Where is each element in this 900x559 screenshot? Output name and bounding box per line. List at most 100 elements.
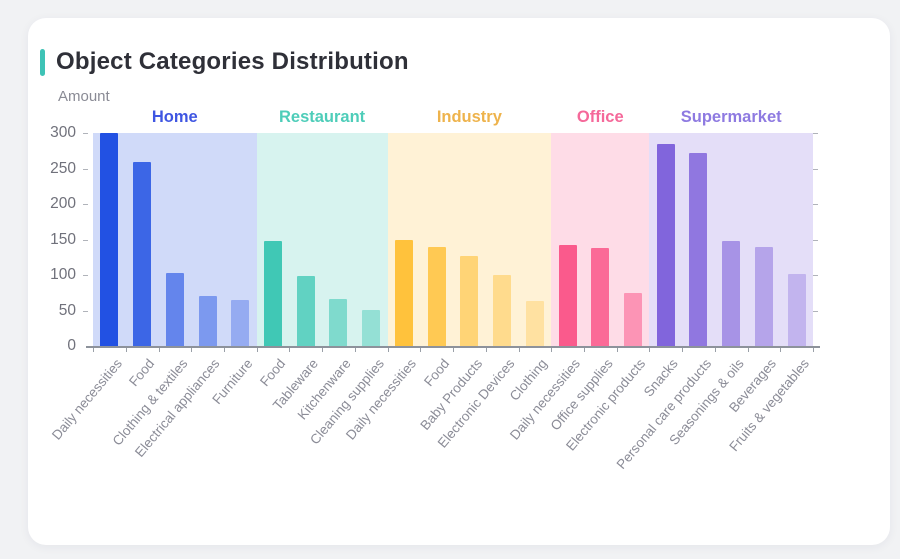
x-axis-line [86,346,820,348]
y-axis-title: Amount [58,88,110,105]
y-tick-mark-left [83,168,88,170]
category-label: Food [420,356,453,390]
bar[interactable] [296,276,315,346]
category-label: Food [257,356,289,390]
bar-slot [453,133,486,346]
x-tick-mark [518,348,520,352]
bar-slot [518,133,551,346]
bar-slot [224,133,257,346]
x-axis-labels: Daily necessities Food Clothing & textiles… [49,356,818,526]
x-tick-mark [125,348,127,352]
bar-slot [322,133,355,346]
y-tick-label: 150 [50,230,76,248]
bar-slot [191,133,224,346]
bar[interactable] [787,273,806,346]
bar[interactable] [460,255,479,346]
group-background-band [551,133,650,346]
x-tick-mark [616,348,618,352]
group-background-band [387,133,552,346]
bar-slot [158,133,191,346]
x-tick-mark [289,348,291,352]
bar-slot [715,133,748,346]
bar[interactable] [591,248,610,346]
page-title: Object Categories Distribution [56,48,409,75]
x-tick-mark [256,348,258,352]
bar-slot [584,133,617,346]
bar-slot [780,133,813,346]
bar-slot [420,133,453,346]
y-tick-mark-right [813,133,818,134]
bar[interactable] [198,296,217,346]
group-label: Restaurant [278,108,366,126]
x-tick-mark [682,348,684,352]
x-tick-mark [780,348,782,352]
category-group-industry: Industry [387,106,552,346]
bar-slot [551,133,584,346]
group-label: Office [576,108,624,126]
bar[interactable] [656,143,675,346]
chart-groups: Home Restaurant Industry Office Supermarket [93,106,814,346]
x-tick-mark [813,348,814,352]
bar[interactable] [329,299,348,346]
bar-slot [289,133,322,346]
category-label: Food [126,356,158,390]
bar[interactable] [722,240,741,346]
bar-slot [649,133,682,346]
x-tick-mark [158,348,160,352]
bar[interactable] [394,239,413,346]
x-tick-mark [714,348,716,352]
bar-slot [682,133,715,346]
bar[interactable] [624,292,643,346]
group-label: Industry [436,108,502,126]
bar-slot [126,133,159,346]
category-label: Daily necessities [48,356,125,443]
bar[interactable] [231,299,250,346]
bar[interactable] [558,245,577,346]
x-tick-mark [387,348,389,352]
x-tick-mark [583,348,585,352]
title-row: Object Categories Distribution [40,48,409,76]
group-label: Supermarket [680,108,782,126]
category-group-supermarket: Supermarket [649,106,814,346]
chart-card: Object Categories Distribution Amount Ho… [28,18,890,545]
y-tick-mark-left [83,275,88,276]
y-tick-label: 200 [50,195,76,212]
category-group-home: Home [93,106,257,346]
category-group-office: Office [551,106,650,346]
x-tick-mark [93,348,94,352]
bar[interactable] [362,309,381,346]
bar-slot [617,133,650,346]
y-tick-mark-right [813,204,818,205]
y-tick-mark-left [83,239,88,241]
group-background-band [649,133,814,346]
x-tick-mark [191,348,193,352]
bar[interactable] [100,133,119,346]
y-tick-label: 50 [58,301,76,319]
bar[interactable] [493,275,512,346]
x-tick-mark [649,348,651,352]
bar[interactable] [525,300,544,346]
x-tick-mark [485,348,487,352]
bar[interactable] [264,240,282,346]
bar[interactable] [754,246,773,346]
y-tick-label: 100 [50,266,76,283]
bar-slot [355,133,388,346]
bar[interactable] [689,152,708,346]
bar-chart: Home Restaurant Industry Office Supermarket … [49,106,820,526]
x-tick-mark [747,348,749,352]
x-tick-mark [551,348,553,352]
bar[interactable] [133,162,152,346]
category-group-restaurant: Restaurant [256,106,388,346]
y-tick-mark-right [813,239,818,241]
bar-slot [748,133,781,346]
bar[interactable] [165,272,184,346]
bar[interactable] [427,247,446,346]
bar-slot [257,133,290,346]
y-tick-label: 0 [67,337,76,354]
y-tick-label: 250 [50,159,76,177]
group-label: Home [151,108,198,126]
y-tick-mark-left [83,310,88,312]
y-tick-mark-right [813,310,818,312]
x-tick-mark [354,348,356,352]
title-accent-bar [40,48,45,76]
